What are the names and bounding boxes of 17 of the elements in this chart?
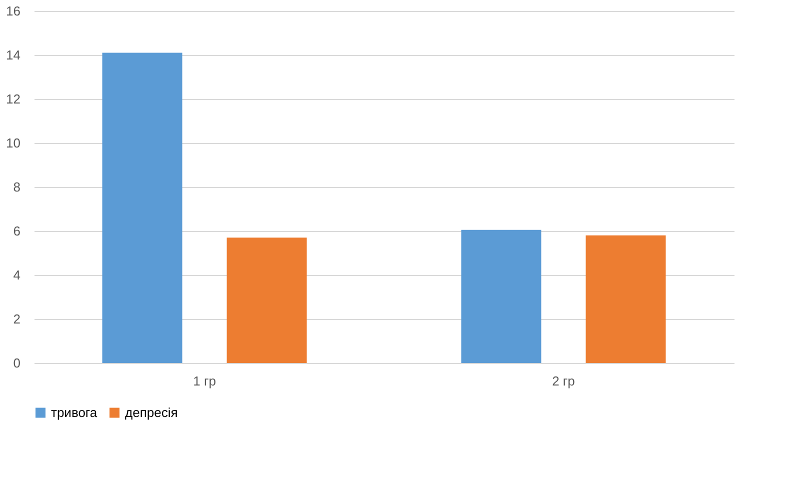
- y-tick-label: 16: [6, 4, 20, 18]
- y-tick-label: 6: [13, 224, 20, 238]
- bar: [102, 52, 182, 363]
- bar: [461, 230, 542, 363]
- y-tick-label: 10: [6, 136, 20, 150]
- x-tick-label: 2 гр: [552, 374, 575, 388]
- y-tick-label: 12: [6, 92, 20, 106]
- legend-label: депресія: [125, 404, 178, 420]
- bar: [586, 235, 666, 363]
- y-tick-label: 0: [13, 356, 20, 370]
- y-tick-label: 14: [6, 48, 20, 62]
- x-tick-label: 1 гр: [193, 374, 216, 388]
- legend-label: тривога: [51, 404, 98, 420]
- y-tick-label: 2: [13, 312, 20, 326]
- bar: [226, 238, 307, 363]
- y-tick-label: 8: [13, 180, 20, 194]
- y-tick-label: 4: [13, 268, 20, 282]
